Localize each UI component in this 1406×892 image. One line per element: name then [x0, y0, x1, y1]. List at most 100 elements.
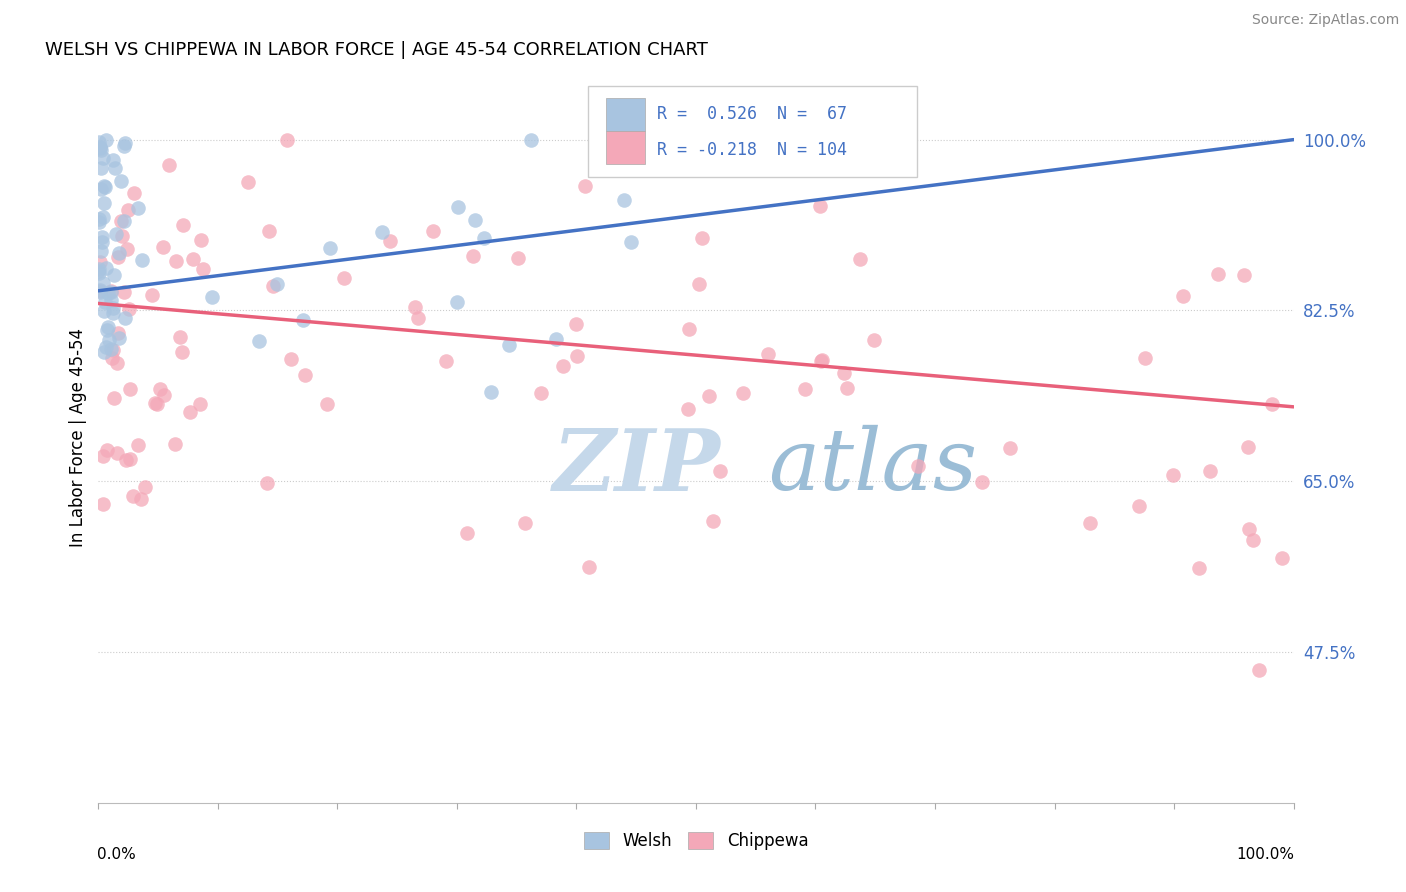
Point [1171, 289, 1194, 303]
Point [553, 359, 575, 373]
Point [91, 230, 114, 244]
Point [90, 161, 112, 175]
Text: 0.0%: 0.0% [97, 847, 136, 862]
Point [333, 271, 356, 285]
Point [91, 211, 114, 225]
Point [143, 396, 166, 410]
Point [87, 135, 110, 149]
Text: ZIP: ZIP [553, 425, 720, 508]
Point [94, 295, 117, 310]
Point [141, 288, 163, 302]
Point [676, 401, 699, 416]
Point [702, 514, 724, 528]
Point [101, 306, 124, 320]
Point [90, 143, 112, 157]
Point [165, 254, 187, 268]
Point [1133, 351, 1156, 365]
Point [91, 497, 114, 511]
Point [907, 459, 929, 474]
Point [316, 397, 339, 411]
FancyBboxPatch shape [606, 130, 644, 164]
Point [188, 397, 211, 411]
Point [94, 261, 117, 276]
Point [114, 311, 136, 326]
Point [165, 437, 187, 451]
Point [93, 304, 115, 318]
Point [157, 159, 180, 173]
Point [100, 342, 122, 356]
Point [544, 332, 567, 346]
Point [101, 351, 124, 365]
Point [808, 199, 831, 213]
Point [998, 441, 1021, 455]
Point [93, 344, 115, 359]
Point [107, 326, 129, 341]
Point [89, 141, 111, 155]
Point [1128, 499, 1150, 513]
Point [262, 278, 284, 293]
Point [118, 302, 141, 317]
Point [97, 286, 120, 301]
Point [837, 381, 859, 395]
FancyBboxPatch shape [589, 86, 917, 178]
Point [118, 452, 141, 467]
Point [93, 178, 115, 193]
Point [96, 323, 118, 337]
Text: R =  0.526  N =  67: R = 0.526 N = 67 [657, 104, 846, 123]
Point [89, 284, 111, 298]
Point [756, 346, 779, 360]
Point [1233, 268, 1256, 283]
Point [266, 277, 288, 292]
Point [104, 161, 127, 176]
Point [181, 252, 204, 266]
Point [1271, 550, 1294, 565]
Point [422, 224, 444, 238]
Point [191, 262, 214, 277]
Point [94, 180, 117, 194]
Point [456, 526, 478, 541]
Point [110, 214, 132, 228]
Text: atlas: atlas [768, 425, 977, 508]
Point [1261, 397, 1284, 411]
Point [446, 294, 468, 309]
Point [105, 227, 128, 242]
Point [319, 241, 342, 255]
Point [122, 489, 145, 503]
Point [1241, 533, 1264, 547]
Point [519, 133, 541, 147]
Point [100, 285, 122, 299]
Point [605, 155, 627, 169]
Point [91, 449, 114, 463]
Point [103, 391, 125, 405]
Point [709, 464, 731, 478]
Point [434, 354, 457, 368]
Point [87, 266, 110, 280]
Point [1206, 267, 1229, 281]
Point [114, 285, 136, 299]
Point [1237, 522, 1260, 536]
Point [112, 139, 135, 153]
Point [87, 211, 110, 226]
Point [578, 560, 600, 574]
Point [90, 182, 112, 196]
Point [190, 233, 212, 247]
Point [472, 230, 495, 244]
Point [120, 382, 142, 396]
Point [446, 200, 468, 214]
Point [690, 231, 713, 245]
Point [114, 136, 136, 151]
Point [87, 262, 110, 277]
Point [810, 353, 832, 368]
Point [378, 234, 401, 248]
Point [97, 334, 120, 348]
Point [294, 368, 316, 382]
Point [131, 492, 153, 507]
Point [291, 313, 314, 327]
Point [90, 244, 112, 259]
Point [101, 153, 124, 167]
Point [93, 196, 115, 211]
Point [479, 384, 502, 399]
Point [91, 276, 114, 290]
Point [461, 250, 484, 264]
Point [565, 318, 588, 332]
